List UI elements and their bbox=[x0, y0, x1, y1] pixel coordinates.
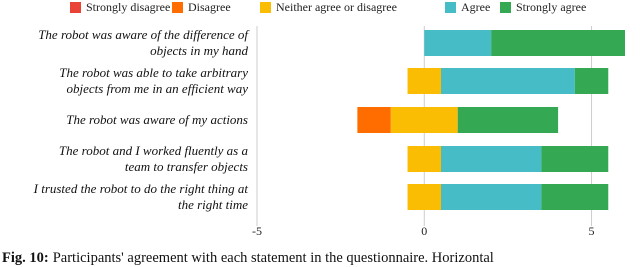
x-tick-label: 0 bbox=[421, 224, 427, 238]
legend-label: Strongly disagree bbox=[86, 0, 170, 14]
bar-segment bbox=[407, 68, 441, 94]
legend-label: Strongly agree bbox=[516, 0, 586, 14]
bar-segment bbox=[441, 68, 575, 94]
x-tick-label: 5 bbox=[589, 224, 595, 238]
bar-segment bbox=[407, 184, 441, 210]
legend-swatch bbox=[70, 2, 81, 13]
legend-swatch bbox=[172, 2, 183, 13]
bar-segment bbox=[541, 146, 609, 172]
bar-segment bbox=[574, 68, 609, 94]
category-label: The robot and I worked fluently as a tea… bbox=[58, 143, 248, 174]
legend-label: Agree bbox=[461, 0, 490, 14]
bar-segment bbox=[541, 184, 609, 210]
caption-label: Fig. 10: bbox=[2, 250, 49, 266]
caption-text: Participants' agreement with each statem… bbox=[52, 250, 494, 266]
category-label: The robot was aware of the difference of… bbox=[38, 27, 248, 58]
legend-swatch bbox=[260, 2, 271, 13]
legend-swatch bbox=[445, 2, 456, 13]
legend-label: Neither agree or disagree bbox=[276, 0, 397, 14]
category-label: The robot was able to take arbitrary obj… bbox=[59, 65, 248, 96]
bar-segment bbox=[457, 107, 559, 133]
bar-segment bbox=[441, 184, 542, 210]
legend-label: Disagree bbox=[188, 0, 231, 14]
bar-segment bbox=[424, 30, 492, 56]
legend-swatch bbox=[500, 2, 511, 13]
bar-segment bbox=[441, 146, 542, 172]
x-tick-label: -5 bbox=[252, 224, 262, 238]
caption: Fig. 10: Participants' agreement with eac… bbox=[2, 250, 494, 267]
bar-segment bbox=[390, 107, 458, 133]
category-label: The robot was aware of my actions bbox=[66, 112, 248, 127]
category-label: I trusted the robot to do the right thin… bbox=[33, 181, 248, 212]
bar-segment bbox=[491, 30, 625, 56]
bar-segment bbox=[357, 107, 391, 133]
bar-segment bbox=[407, 146, 441, 172]
